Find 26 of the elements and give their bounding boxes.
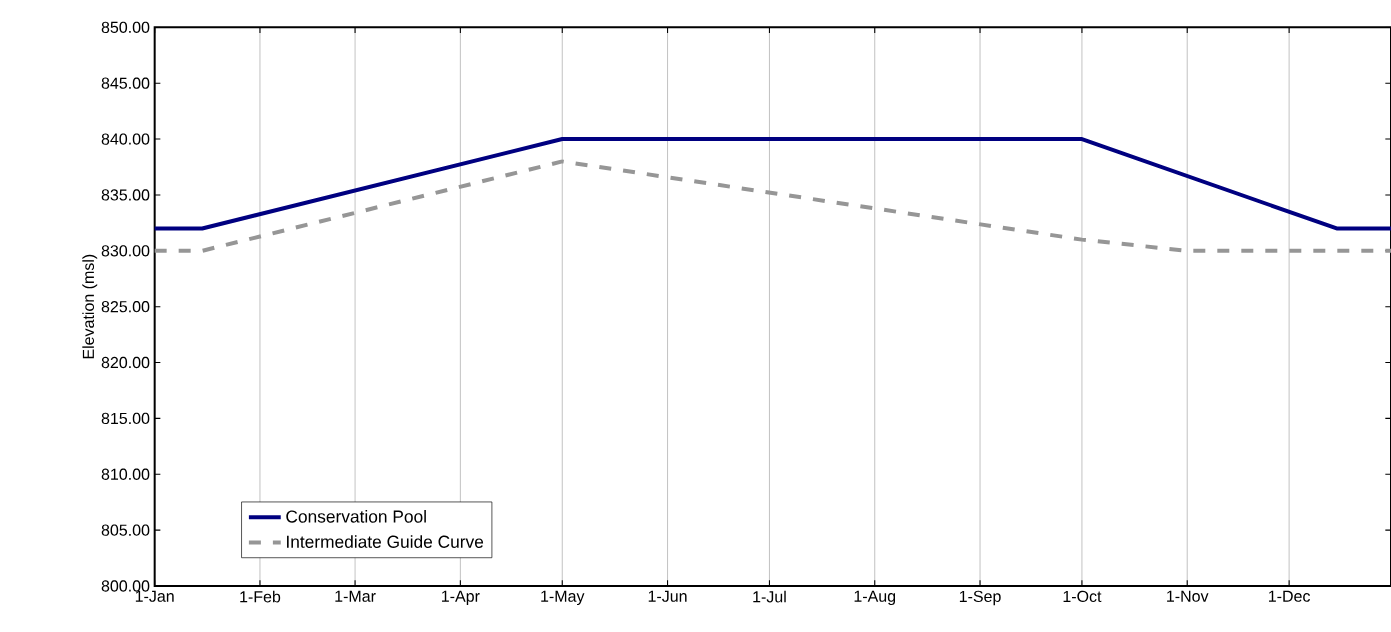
y-tick-label: 815.00 [101,412,150,425]
y-tick-label: 800.00 [101,580,150,592]
y-tick-label: 845.00 [101,77,150,89]
x-tick-label: 1-Aug [854,590,896,606]
x-tick-label: 1-Jul [753,590,786,603]
x-tick-label: 1-May [541,590,585,606]
x-tick-label: 1-Jun [648,590,687,602]
legend-label: Intermediate Guide Curve [287,535,484,548]
x-tick-label: 1-Dec [1268,590,1311,602]
y-tick-label: 810.00 [101,468,150,480]
x-tick-label: 1-Sep [959,590,1001,606]
y-tick-label: 835.00 [101,189,150,201]
y-axis-title: Elevation (msl) [82,254,98,359]
y-tick-label: 850.00 [101,21,150,33]
x-tick-label: 1-Jan [135,590,174,602]
y-tick-label: 820.00 [101,356,150,369]
y-tick-label: 805.00 [101,524,150,536]
x-tick-label: 1-Apr [442,590,480,606]
x-tick-label: 1-Mar [335,590,376,602]
x-tick-label: 1-Feb [240,590,281,603]
legend-label: Conservation Pool [286,509,426,523]
x-tick-label: 1-Oct [1063,590,1102,603]
x-tick-label: 1-Nov [1167,590,1209,602]
y-tick-label: 840.00 [101,133,150,145]
y-tick-label: 825.00 [101,301,150,313]
y-tick-label: 830.00 [101,245,150,257]
